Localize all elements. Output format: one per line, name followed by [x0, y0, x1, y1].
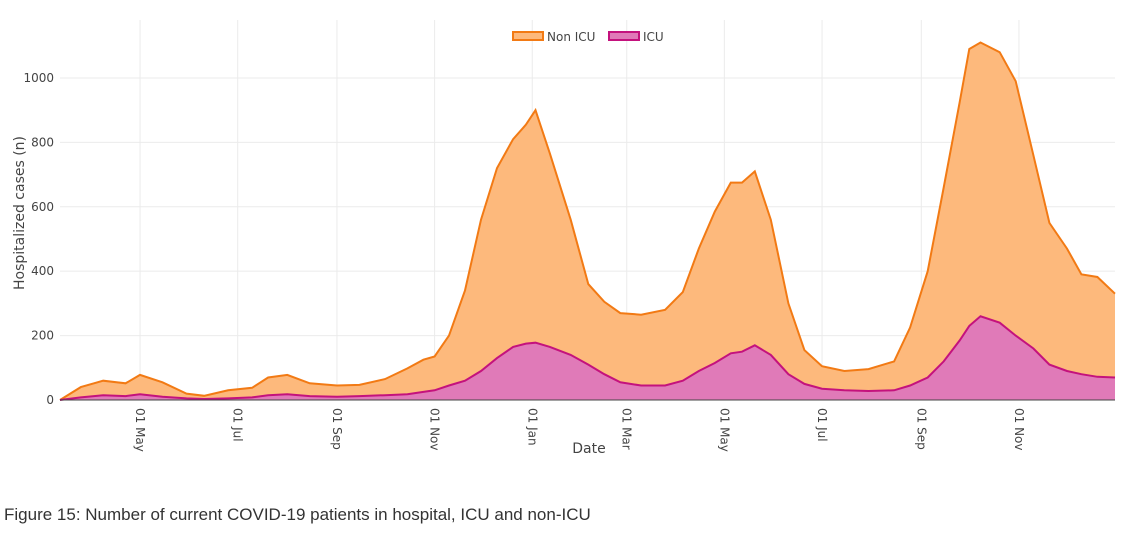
legend-swatch-icu: [608, 31, 640, 41]
figure-caption: Figure 15: Number of current COVID-19 pa…: [4, 505, 591, 524]
y-axis-label: Hospitalized cases (n): [12, 136, 28, 290]
y-tick-label: 600: [31, 200, 54, 214]
y-tick-label: 1000: [23, 71, 54, 85]
hospitalization-chart: 0 200 400 600 800 1000 01 May 01 Jul 01 Sep 01 N…: [12, 20, 1116, 457]
legend: Non ICU ICU: [512, 30, 664, 44]
x-tick-label: 01 Nov: [428, 408, 442, 451]
y-tick-label: 800: [31, 135, 54, 149]
x-tick-label: 01 Jan: [525, 408, 539, 446]
plot-area: 0 200 400 600 800 1000 01 May 01 Jul 01 Sep 01 N…: [23, 20, 1116, 452]
y-axis-ticks: 0 200 400 600 800 1000: [23, 71, 54, 407]
y-tick-label: 200: [31, 329, 54, 343]
non-icu-area[interactable]: [60, 42, 1115, 401]
x-tick-label: 01 Sep: [914, 408, 928, 450]
y-tick-label: 0: [46, 393, 54, 407]
x-tick-label: 01 Nov: [1012, 408, 1026, 451]
x-axis-label: Date: [572, 441, 605, 457]
legend-item-non-icu[interactable]: Non ICU: [512, 30, 595, 44]
x-tick-label: 01 Jul: [231, 408, 245, 442]
legend-label-non-icu: Non ICU: [547, 30, 595, 44]
icu-area[interactable]: [60, 316, 1115, 400]
y-tick-label: 400: [31, 264, 54, 278]
x-tick-label: 01 May: [133, 408, 147, 452]
x-tick-label: 01 Mar: [620, 408, 634, 450]
non-icu-line[interactable]: [59, 41, 1116, 401]
x-axis-ticks: 01 May 01 Jul 01 Sep 01 Nov 01 Jan 01 Mar 01 M…: [133, 408, 1026, 452]
legend-label-icu: ICU: [643, 30, 664, 44]
icu-line[interactable]: [59, 315, 1116, 401]
legend-swatch-non-icu: [512, 31, 544, 41]
x-tick-label: 01 Jul: [815, 408, 829, 442]
x-tick-label: 01 May: [717, 408, 731, 452]
legend-item-icu[interactable]: ICU: [608, 30, 664, 44]
x-tick-label: 01 Sep: [330, 408, 344, 450]
